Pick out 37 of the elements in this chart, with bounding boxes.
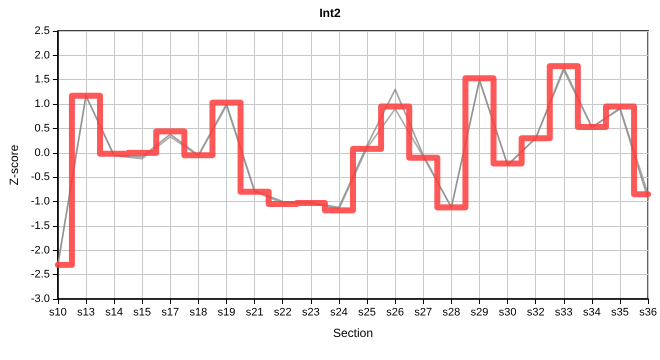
y-axis-title: Z-score (7, 144, 21, 186)
y-tick-label: -3.0 (30, 293, 50, 305)
y-tick-label: -2.5 (30, 268, 50, 281)
y-tick-label: -2.0 (30, 244, 50, 256)
y-tick-label: 2.5 (34, 25, 50, 37)
x-tick-label: s14 (105, 306, 123, 318)
x-tick-label: s19 (218, 306, 236, 318)
x-tick-label: s18 (190, 306, 208, 318)
x-axis-title: Section (332, 326, 374, 340)
x-tick-label: s28 (442, 306, 460, 318)
x-tick-label: s23 (302, 306, 320, 318)
y-tick-label: -1.5 (30, 220, 50, 232)
y-tick-label: -1.0 (30, 196, 50, 208)
y-tick-label: 1.5 (34, 74, 50, 86)
y-tick-label: 0.0 (34, 146, 50, 159)
x-tick-label: s32 (526, 306, 545, 318)
x-tick-label: s10 (48, 306, 67, 318)
x-tick-label: s27 (414, 306, 432, 318)
x-tick-label: s21 (246, 306, 264, 318)
chart-title: Int2 (319, 6, 341, 20)
x-tick-label: s25 (358, 306, 376, 318)
x-tick-label: s24 (330, 306, 348, 318)
x-tick-label: s29 (470, 306, 488, 318)
x-tick-label: s36 (639, 306, 658, 318)
y-tick-label: 2.0 (34, 49, 50, 62)
y-tick-label: -0.5 (30, 171, 50, 184)
x-tick-label: s13 (77, 306, 95, 318)
x-tick-label: s35 (611, 306, 629, 318)
y-tick-label: 1.0 (34, 98, 50, 110)
x-tick-label: s33 (554, 306, 573, 318)
x-tick-label: s22 (274, 306, 292, 318)
x-tick-label: s30 (498, 306, 516, 318)
x-tick-label: s34 (583, 306, 601, 318)
x-tick-label: s26 (386, 306, 404, 318)
y-tick-label: 0.5 (34, 122, 50, 134)
x-tick-label: s17 (161, 306, 180, 318)
x-tick-label: s15 (133, 306, 152, 318)
